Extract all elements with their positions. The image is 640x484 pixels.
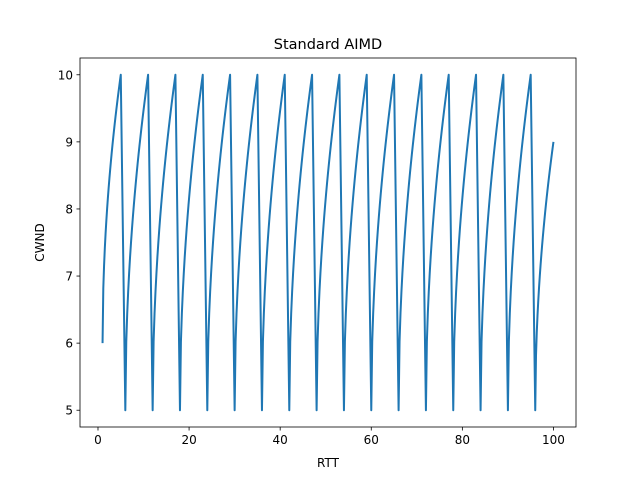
x-tick-label: 0 bbox=[94, 433, 102, 447]
series-line-cwnd bbox=[101, 73, 555, 412]
x-tick-label: 100 bbox=[542, 433, 565, 447]
x-tick-label: 20 bbox=[181, 433, 196, 447]
y-axis-ticks: 5 6 7 8 9 10 bbox=[58, 68, 80, 418]
x-axis-label: RTT bbox=[317, 456, 340, 470]
y-tick-label: 9 bbox=[65, 135, 73, 149]
x-tick-label: 40 bbox=[273, 433, 288, 447]
x-axis-ticks: 0 20 40 60 80 100 bbox=[94, 427, 565, 447]
x-tick-label: 80 bbox=[455, 433, 470, 447]
chart-title: Standard AIMD bbox=[274, 37, 382, 53]
y-axis-label: CWND bbox=[33, 223, 47, 261]
y-tick-label: 5 bbox=[65, 404, 73, 418]
x-tick-label: 60 bbox=[364, 433, 379, 447]
y-tick-label: 6 bbox=[65, 337, 73, 351]
y-tick-label: 10 bbox=[58, 68, 73, 82]
axes-frame bbox=[79, 57, 577, 428]
y-tick-label: 7 bbox=[65, 270, 73, 284]
y-tick-label: 8 bbox=[65, 202, 73, 216]
